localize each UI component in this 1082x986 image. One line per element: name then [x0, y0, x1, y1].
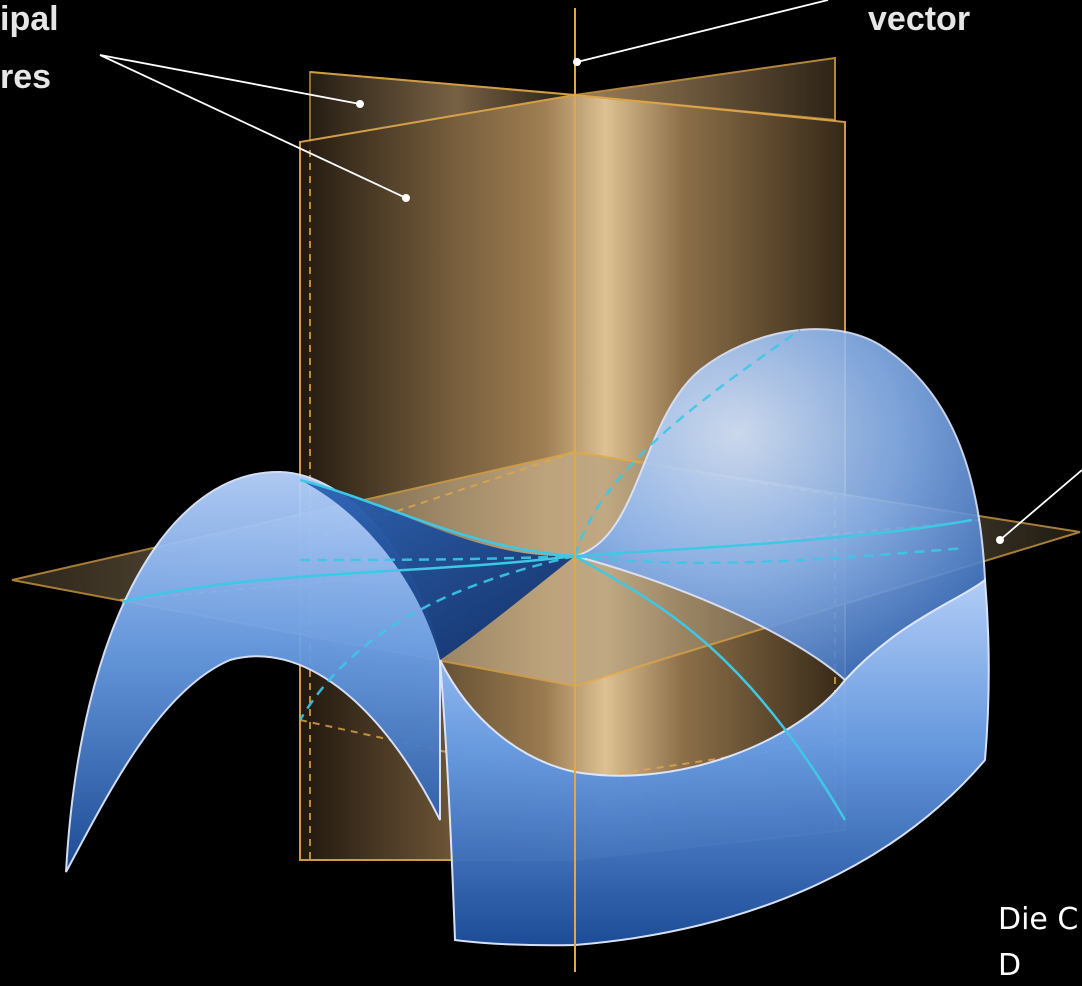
- caption-line2: D: [998, 948, 1022, 983]
- leader-dots: [356, 58, 1004, 544]
- saddle-front-sweep: [439, 578, 990, 947]
- caption-line1: Die C: [998, 902, 1079, 937]
- principal-curvature-curves: [121, 478, 973, 821]
- principal-planes-label-line1: ipal: [0, 0, 59, 38]
- leader-lines: [99, 0, 1082, 541]
- principal-planes-label-line2: res: [0, 58, 52, 96]
- hidden-curvature-curves: [298, 328, 966, 721]
- saddle-inner-valley: [300, 480, 575, 660]
- normal-vector-label: vector: [868, 0, 971, 38]
- saddle-right-mound: [571, 328, 987, 682]
